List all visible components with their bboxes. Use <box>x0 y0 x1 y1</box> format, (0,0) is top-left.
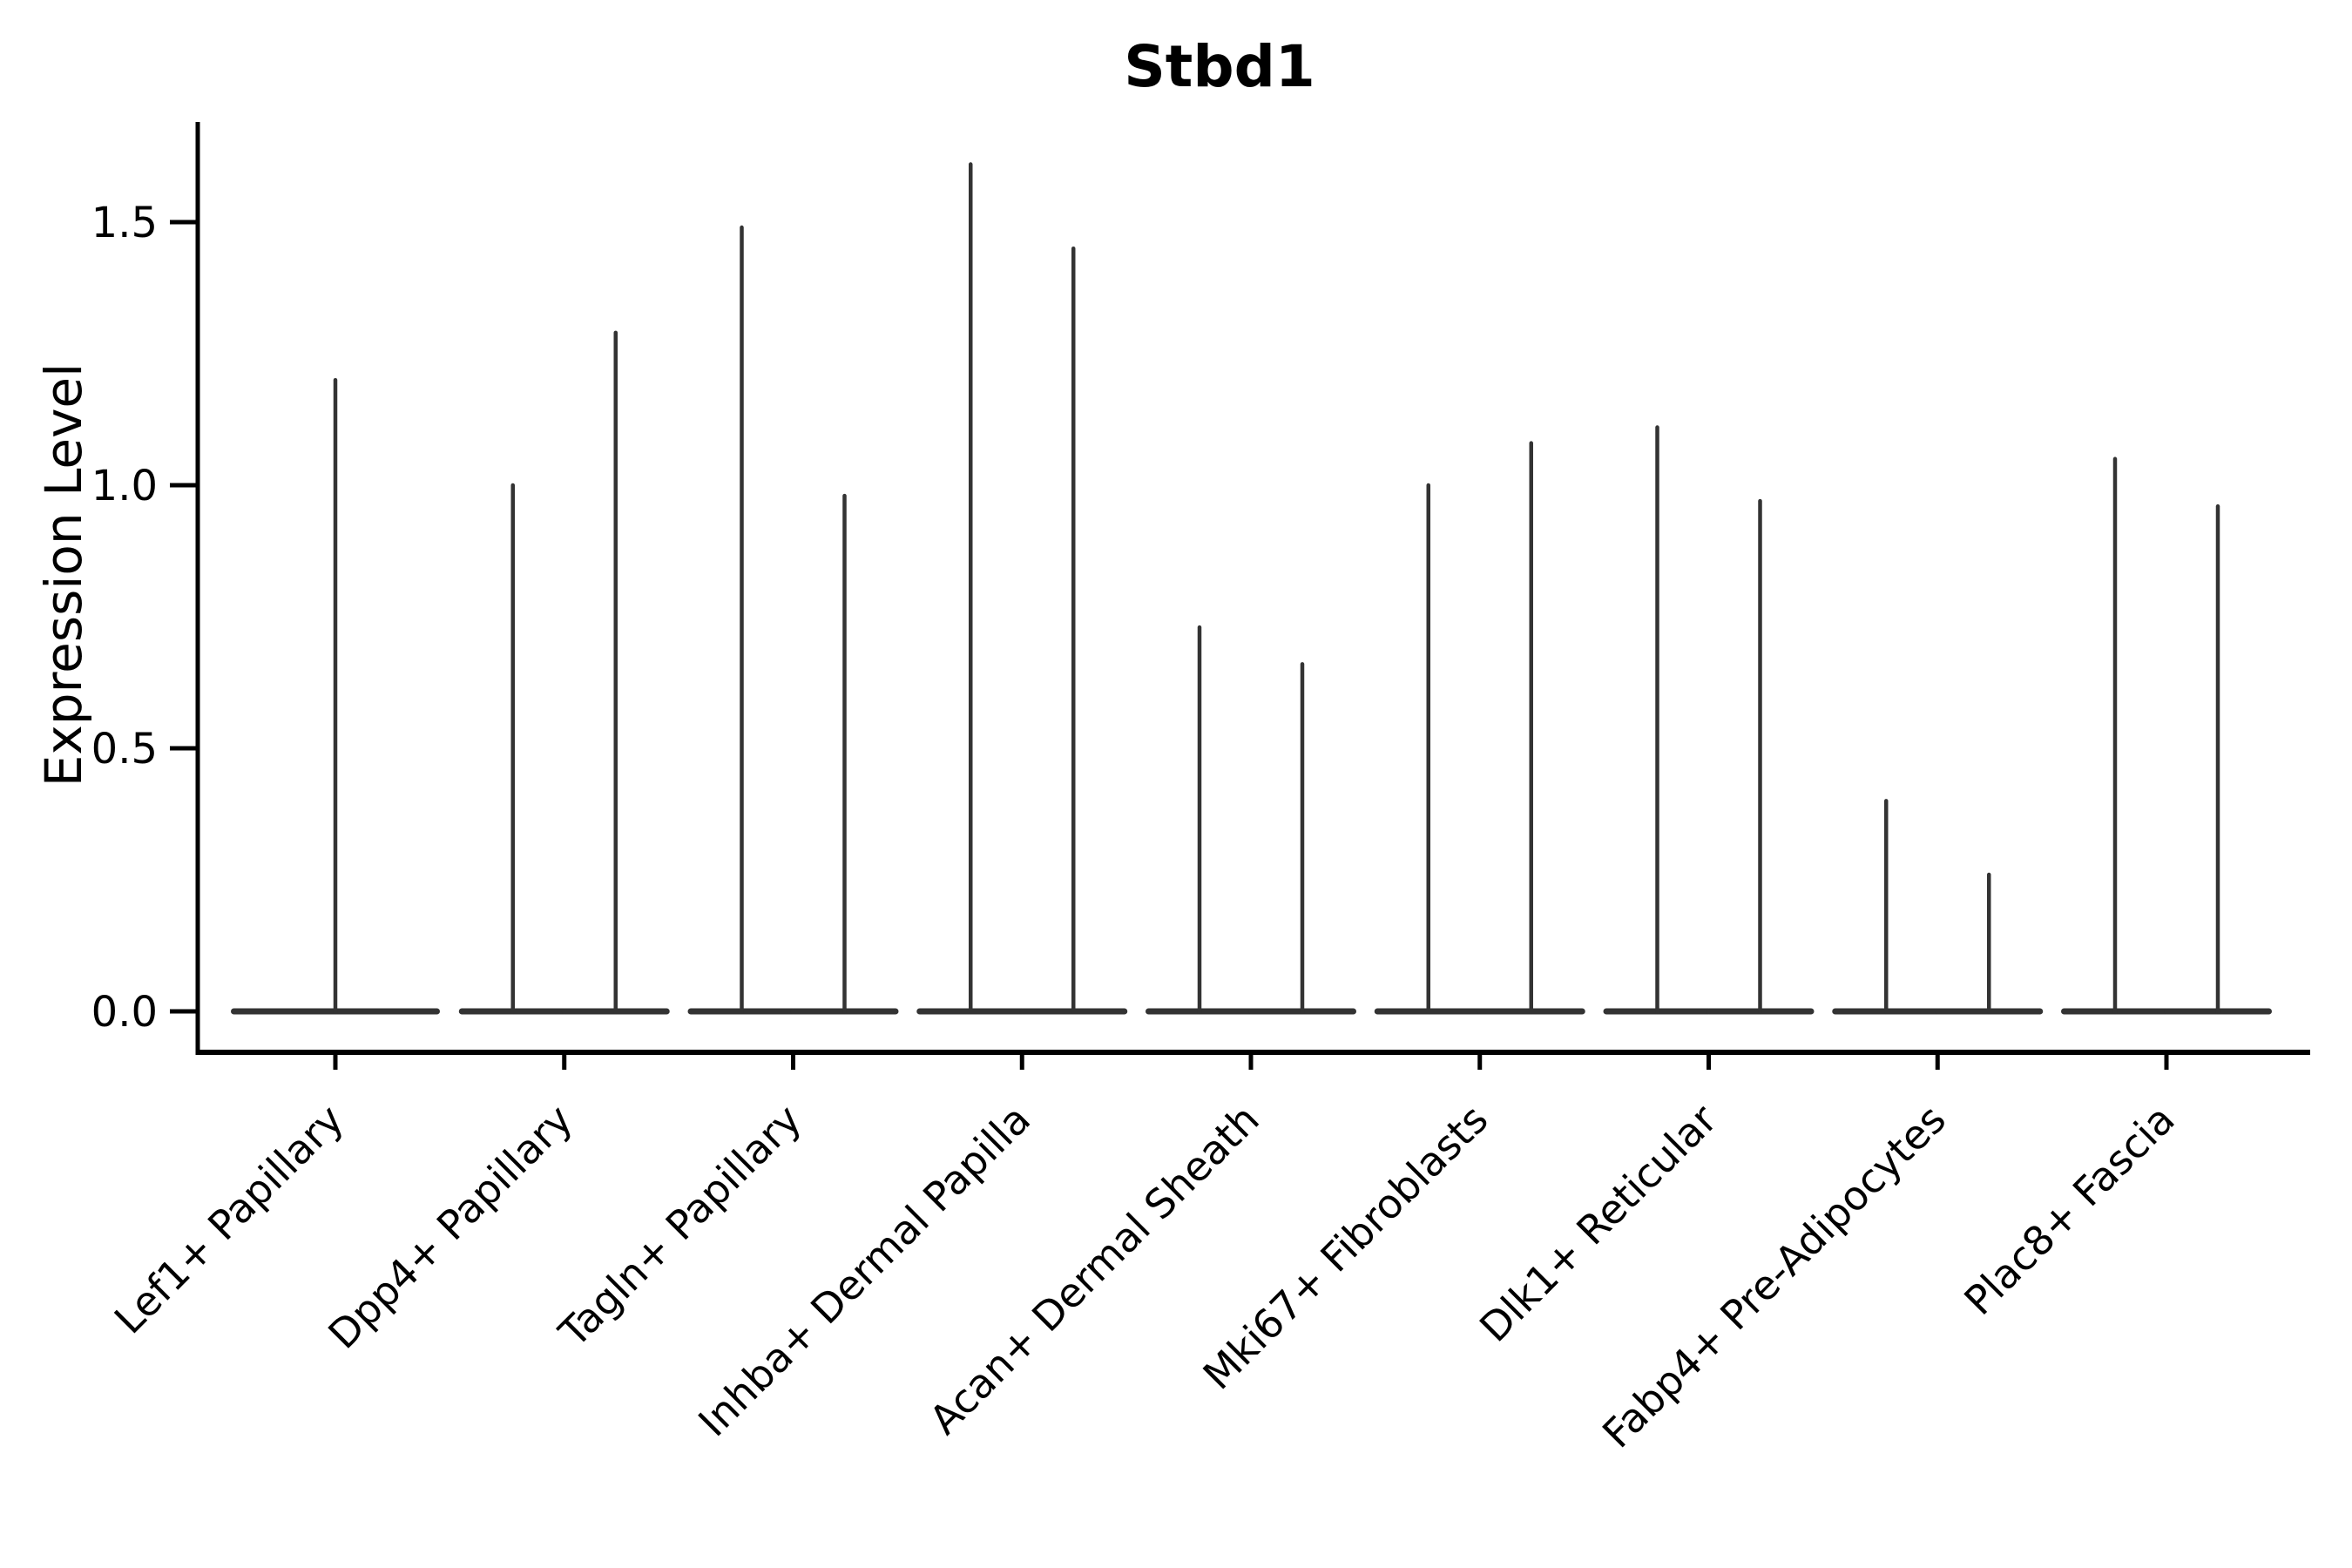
y-tick-label: 1.5 <box>91 199 158 247</box>
y-tick-label: 1.0 <box>91 462 158 510</box>
y-tick-label: 0.0 <box>91 988 158 1037</box>
x-tick-label: Plac8+ Fascia <box>1955 1096 2183 1324</box>
chart-title: Stbd1 <box>1124 33 1315 100</box>
y-tick-label: 0.5 <box>91 725 158 774</box>
x-tick-label: Tagln+ Papillary <box>550 1096 811 1357</box>
x-tick-label: Dlk1+ Reticular <box>1470 1096 1726 1351</box>
x-tick-label: Dpp4+ Papillary <box>319 1096 581 1358</box>
x-tick-label: Lef1+ Papillary <box>105 1096 353 1343</box>
